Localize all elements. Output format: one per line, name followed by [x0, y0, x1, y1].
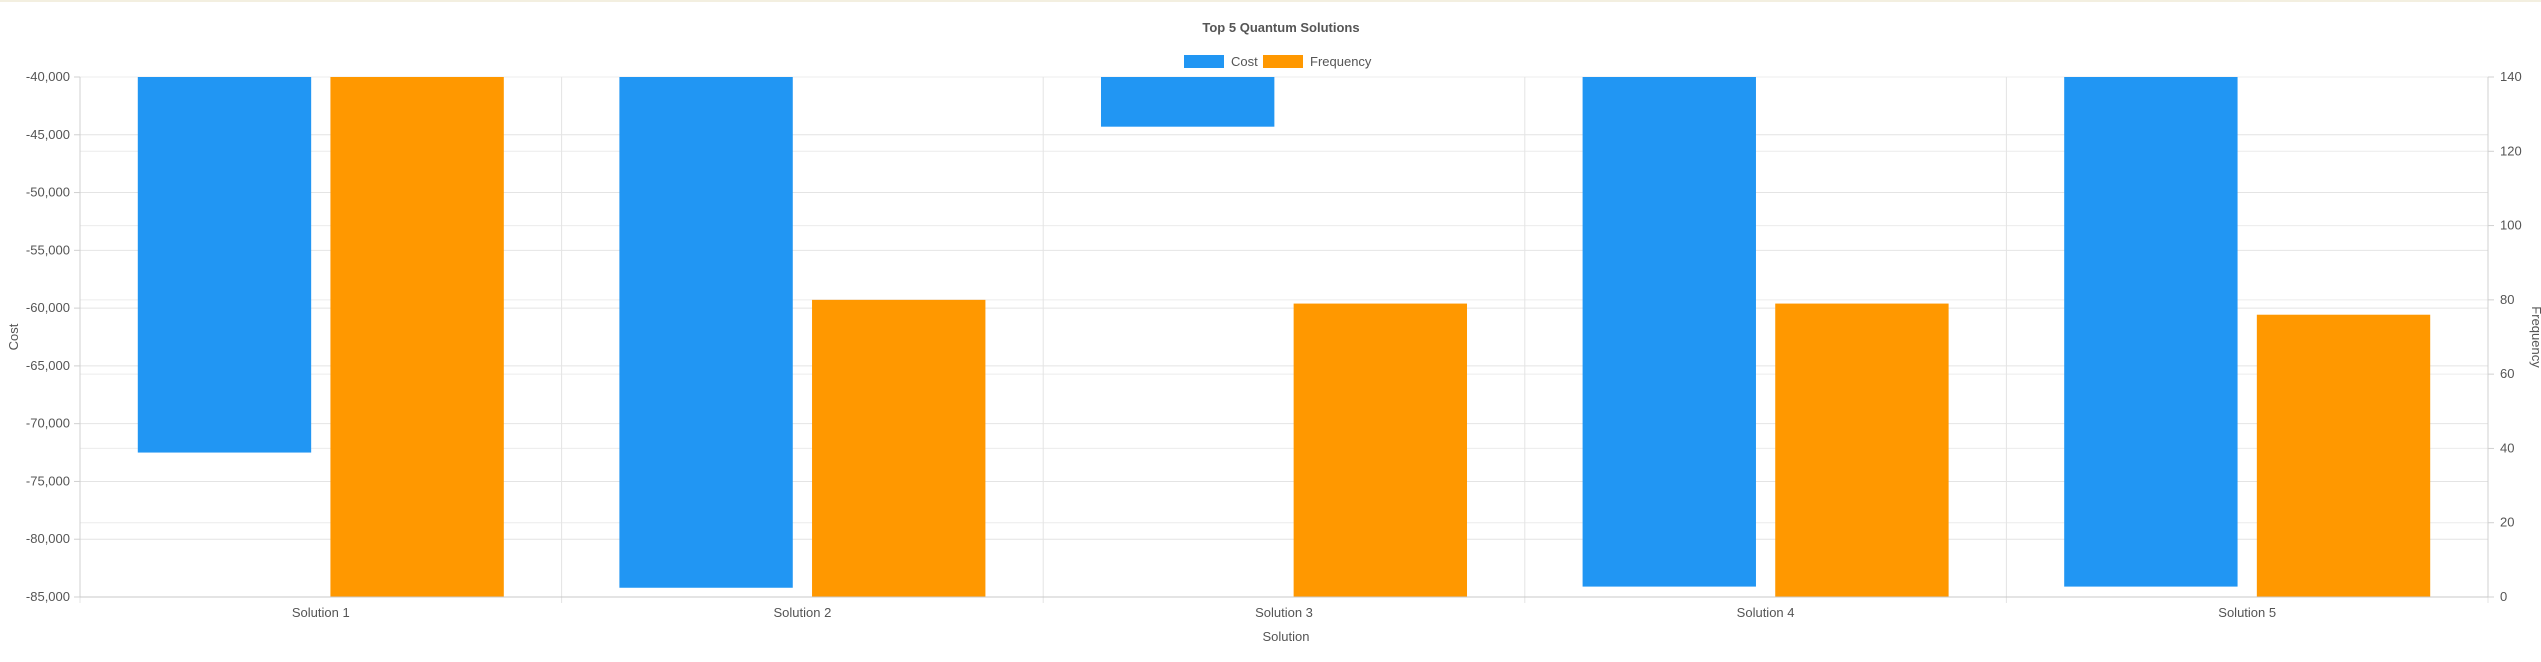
y-tick-label: -65,000	[26, 358, 70, 373]
y-tick-label: -60,000	[26, 300, 70, 315]
y2-tick-label: 140	[2500, 69, 2522, 84]
y2-tick-label: 20	[2500, 515, 2514, 530]
legend-label-cost[interactable]: Cost	[1231, 54, 1258, 69]
bar-frequency[interactable]	[812, 299, 986, 597]
bar-cost[interactable]	[137, 77, 312, 453]
bar-frequency[interactable]	[1293, 303, 1468, 597]
x-tick-label: Solution 5	[2218, 605, 2276, 620]
x-axis-title: Solution	[1263, 629, 1310, 644]
bar-cost[interactable]	[2064, 77, 2238, 587]
legend-swatch-cost[interactable]	[1184, 55, 1224, 68]
top-border	[0, 0, 2541, 2]
y-axis-title: Cost	[6, 323, 21, 350]
x-tick-label: Solution 4	[1737, 605, 1795, 620]
y2-tick-label: 80	[2500, 292, 2514, 307]
y-tick-label: -55,000	[26, 242, 70, 257]
y2-axis-title: Frequency	[2529, 306, 2541, 368]
y-tick-label: -50,000	[26, 185, 70, 200]
y-tick-label: -80,000	[26, 531, 70, 546]
legend: Cost Frequency	[1184, 54, 1372, 69]
bar-frequency[interactable]	[2256, 314, 2431, 597]
y2-tick-label: 40	[2500, 440, 2514, 455]
x-tick-label: Solution 3	[1255, 605, 1313, 620]
bar-cost[interactable]	[1100, 77, 1275, 127]
bar-cost[interactable]	[619, 77, 793, 588]
legend-swatch-frequency[interactable]	[1263, 55, 1303, 68]
y2-tick-label: 60	[2500, 366, 2514, 381]
bar-cost[interactable]	[1582, 77, 1756, 587]
y-tick-label: -70,000	[26, 416, 70, 431]
y2-tick-label: 0	[2500, 589, 2507, 604]
bar-frequency[interactable]	[1775, 303, 1949, 597]
y-tick-label: -75,000	[26, 473, 70, 488]
legend-label-frequency[interactable]: Frequency	[1310, 54, 1372, 69]
chart-title: Top 5 Quantum Solutions	[1202, 20, 1359, 35]
y2-tick-label: 100	[2500, 218, 2522, 233]
y-tick-label: -85,000	[26, 589, 70, 604]
bar-frequency[interactable]	[330, 77, 504, 597]
y-tick-label: -45,000	[26, 127, 70, 142]
bars	[137, 77, 2431, 597]
x-tick-label: Solution 1	[292, 605, 350, 620]
y-tick-label: -40,000	[26, 69, 70, 84]
y2-tick-label: 120	[2500, 143, 2522, 158]
x-tick-label: Solution 2	[773, 605, 831, 620]
axes: -40,000 -45,000 -50,000 -55,000 -60,000 -65,0…	[26, 69, 2522, 620]
